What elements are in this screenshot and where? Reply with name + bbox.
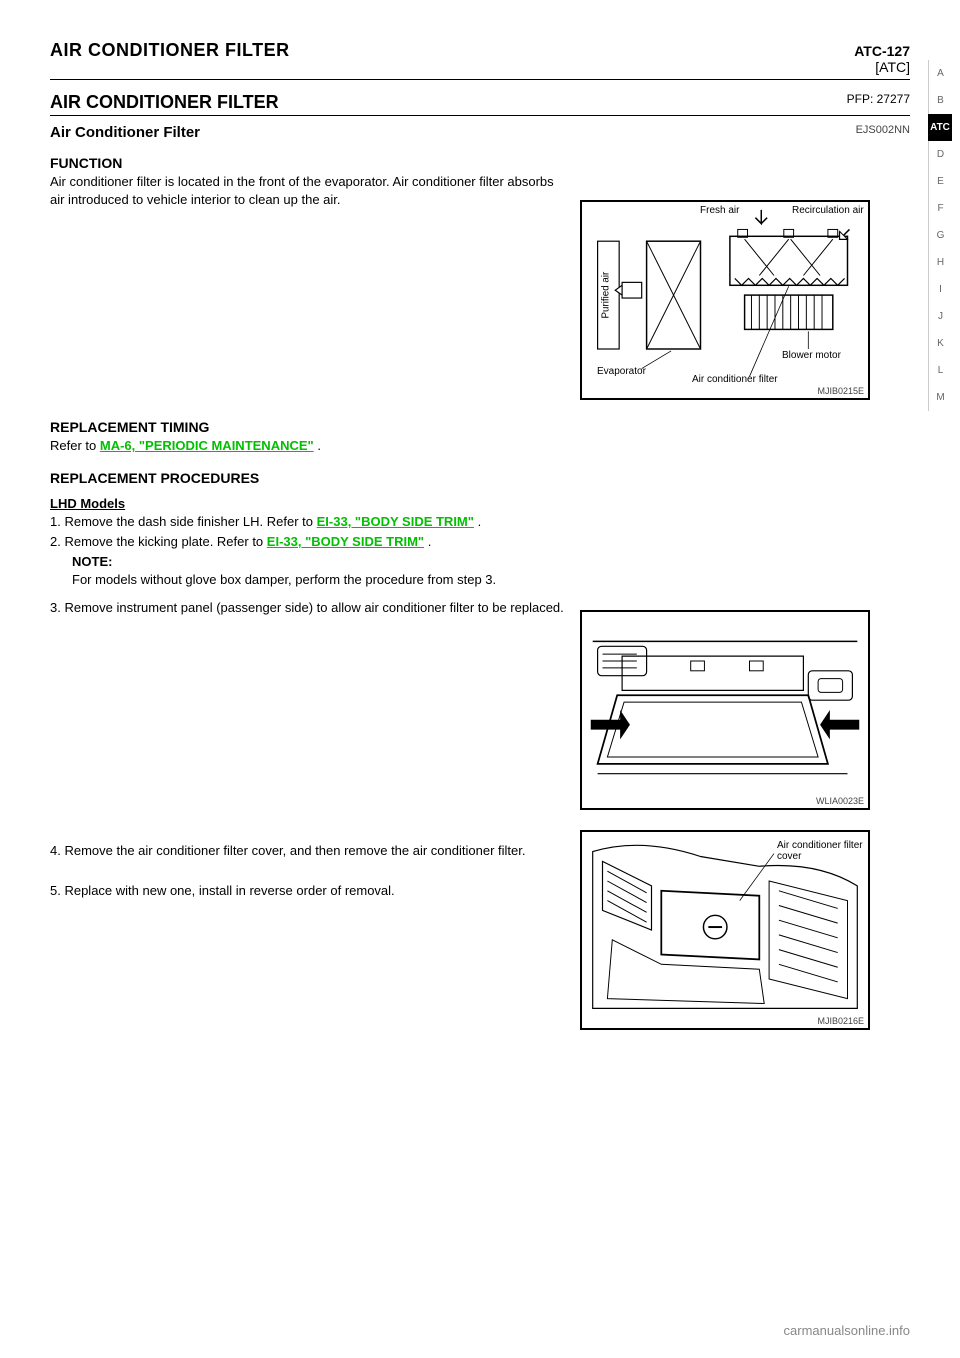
replacement-timing-text: Refer to MA-6, "PERIODIC MAINTENANCE" . [50, 437, 910, 455]
tab-f[interactable]: F [928, 195, 952, 222]
suffix-text: . [317, 438, 321, 453]
label-evaporator: Evaporator [597, 366, 646, 377]
content-column: FUNCTION Air conditioner filter is locat… [50, 155, 570, 209]
tab-h[interactable]: H [928, 249, 952, 276]
step-5: 5. Replace with new one, install in reve… [50, 882, 570, 900]
link-body-side-trim-2[interactable]: EI-33, "BODY SIDE TRIM" [267, 534, 424, 549]
link-body-side-trim-1[interactable]: EI-33, "BODY SIDE TRIM" [317, 514, 474, 529]
label-filter-cover: Air conditioner filter cover [777, 840, 868, 862]
prefix-text: Refer to [50, 438, 100, 453]
page-header: AIR CONDITIONER FILTER ATC-127 [ATC] [50, 40, 910, 80]
tab-m[interactable]: M [928, 384, 952, 411]
tab-g[interactable]: G [928, 222, 952, 249]
label-fresh-air: Fresh air [700, 205, 739, 216]
step-4: 4. Remove the air conditioner filter cov… [50, 842, 570, 860]
page: AIR CONDITIONER FILTER ATC-127 [ATC] A B… [0, 0, 960, 1358]
figure1-code: MJIB0215E [817, 386, 864, 396]
note-label: NOTE: [72, 554, 112, 569]
step2-prefix: 2. Remove the kicking plate. Refer to [50, 534, 267, 549]
subtitle-row: Air Conditioner Filter EJS002NN [50, 124, 910, 141]
figure2-code: WLIA0023E [816, 796, 864, 806]
side-tab-strip: A B ATC D E F G H I J K L M [928, 60, 952, 411]
tab-b[interactable]: B [928, 87, 952, 114]
note-text: For models without glove box damper, per… [72, 572, 496, 587]
tab-l[interactable]: L [928, 357, 952, 384]
note-block: NOTE: For models without glove box dampe… [72, 553, 910, 589]
step-1: 1. Remove the dash side finisher LH. Ref… [50, 513, 910, 531]
label-filter: Air conditioner filter [692, 374, 778, 385]
section-title: AIR CONDITIONER FILTER PFP: 27277 [50, 92, 910, 116]
replacement-procedures-heading: REPLACEMENT PROCEDURES [50, 470, 910, 486]
glovebox-svg [582, 612, 868, 808]
figure-airflow-diagram: Purified air [580, 200, 870, 400]
pfp-code: PFP: 27277 [847, 92, 910, 106]
header-meta: ATC-127 [ATC] [854, 43, 910, 75]
section-title-text: AIR CONDITIONER FILTER [50, 92, 279, 112]
link-periodic-maintenance[interactable]: MA-6, "PERIODIC MAINTENANCE" [100, 438, 314, 453]
function-text: Air conditioner filter is located in the… [50, 173, 570, 209]
figure-glovebox: WLIA0023E [580, 610, 870, 810]
tab-k[interactable]: K [928, 330, 952, 357]
label-purified: Purified air [600, 271, 611, 319]
tab-e[interactable]: E [928, 168, 952, 195]
watermark: carmanualsonline.info [784, 1323, 910, 1338]
subtitle-code: EJS002NN [856, 124, 910, 141]
page-number: ATC-127 [854, 43, 910, 59]
tab-atc[interactable]: ATC [928, 114, 952, 141]
label-recirc-air: Recirculation air [792, 205, 864, 216]
lower-content: REPLACEMENT TIMING Refer to MA-6, "PERIO… [50, 419, 910, 617]
tab-d[interactable]: D [928, 141, 952, 168]
figure-filter-cover: Air conditioner filter cover MJIB0216E [580, 830, 870, 1030]
tab-j[interactable]: J [928, 303, 952, 330]
function-heading: FUNCTION [50, 155, 570, 171]
header-title: AIR CONDITIONER FILTER [50, 40, 290, 61]
step-3: 3. Remove instrument panel (passenger si… [50, 599, 570, 617]
step1-suffix: . [478, 514, 482, 529]
replacement-timing-heading: REPLACEMENT TIMING [50, 419, 910, 435]
lhd-heading: LHD Models [50, 496, 910, 511]
section-code: [ATC] [875, 59, 910, 75]
subtitle-text: Air Conditioner Filter [50, 124, 200, 141]
figure3-code: MJIB0216E [817, 1016, 864, 1026]
label-blower: Blower motor [782, 350, 841, 361]
tab-a[interactable]: A [928, 60, 952, 87]
tab-i[interactable]: I [928, 276, 952, 303]
step-2: 2. Remove the kicking plate. Refer to EI… [50, 533, 910, 551]
step2-suffix: . [428, 534, 432, 549]
step1-prefix: 1. Remove the dash side finisher LH. Ref… [50, 514, 317, 529]
